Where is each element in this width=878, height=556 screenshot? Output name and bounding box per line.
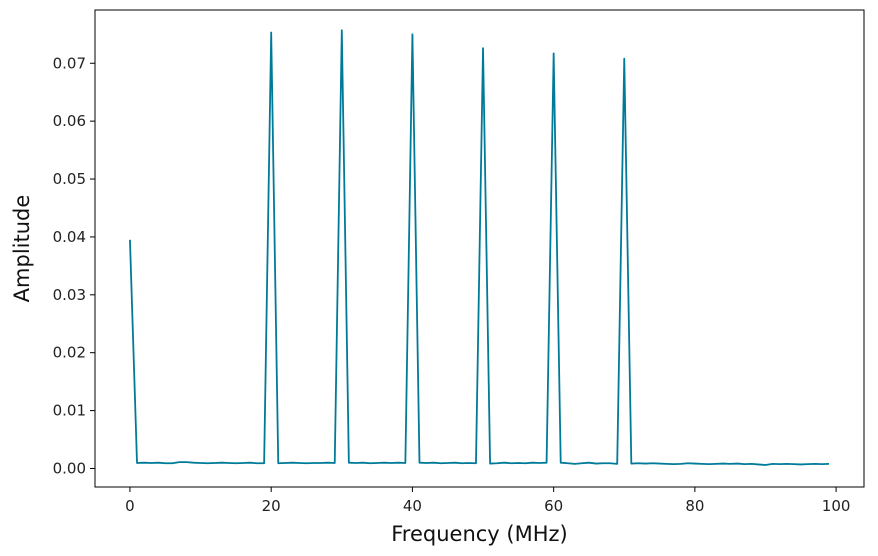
x-tick-label: 100 xyxy=(822,497,851,515)
x-tick-label: 80 xyxy=(685,497,704,515)
series-line xyxy=(129,29,830,466)
x-tick-label: 60 xyxy=(544,497,563,515)
x-tick-label: 20 xyxy=(262,497,281,515)
plot-frame xyxy=(94,9,865,488)
y-axis-label: Amplitude xyxy=(10,195,34,303)
x-axis-label: Frequency (MHz) xyxy=(391,522,567,546)
y-tick-label: 0.04 xyxy=(53,228,86,246)
y-ticks: 0.00 0.01 0.02 0.03 0.04 0.05 0.06 0.07 xyxy=(53,54,95,477)
y-tick-label: 0.03 xyxy=(53,286,86,304)
y-tick-label: 0.00 xyxy=(53,459,86,477)
x-tick-label: 40 xyxy=(403,497,422,515)
y-tick-label: 0.07 xyxy=(53,54,86,72)
x-ticks: 0 20 40 60 80 100 xyxy=(125,487,850,515)
y-tick-label: 0.01 xyxy=(53,402,86,420)
y-tick-label: 0.05 xyxy=(53,170,86,188)
x-tick-label: 0 xyxy=(125,497,135,515)
y-tick-label: 0.02 xyxy=(53,344,86,362)
y-tick-label: 0.06 xyxy=(53,112,86,130)
